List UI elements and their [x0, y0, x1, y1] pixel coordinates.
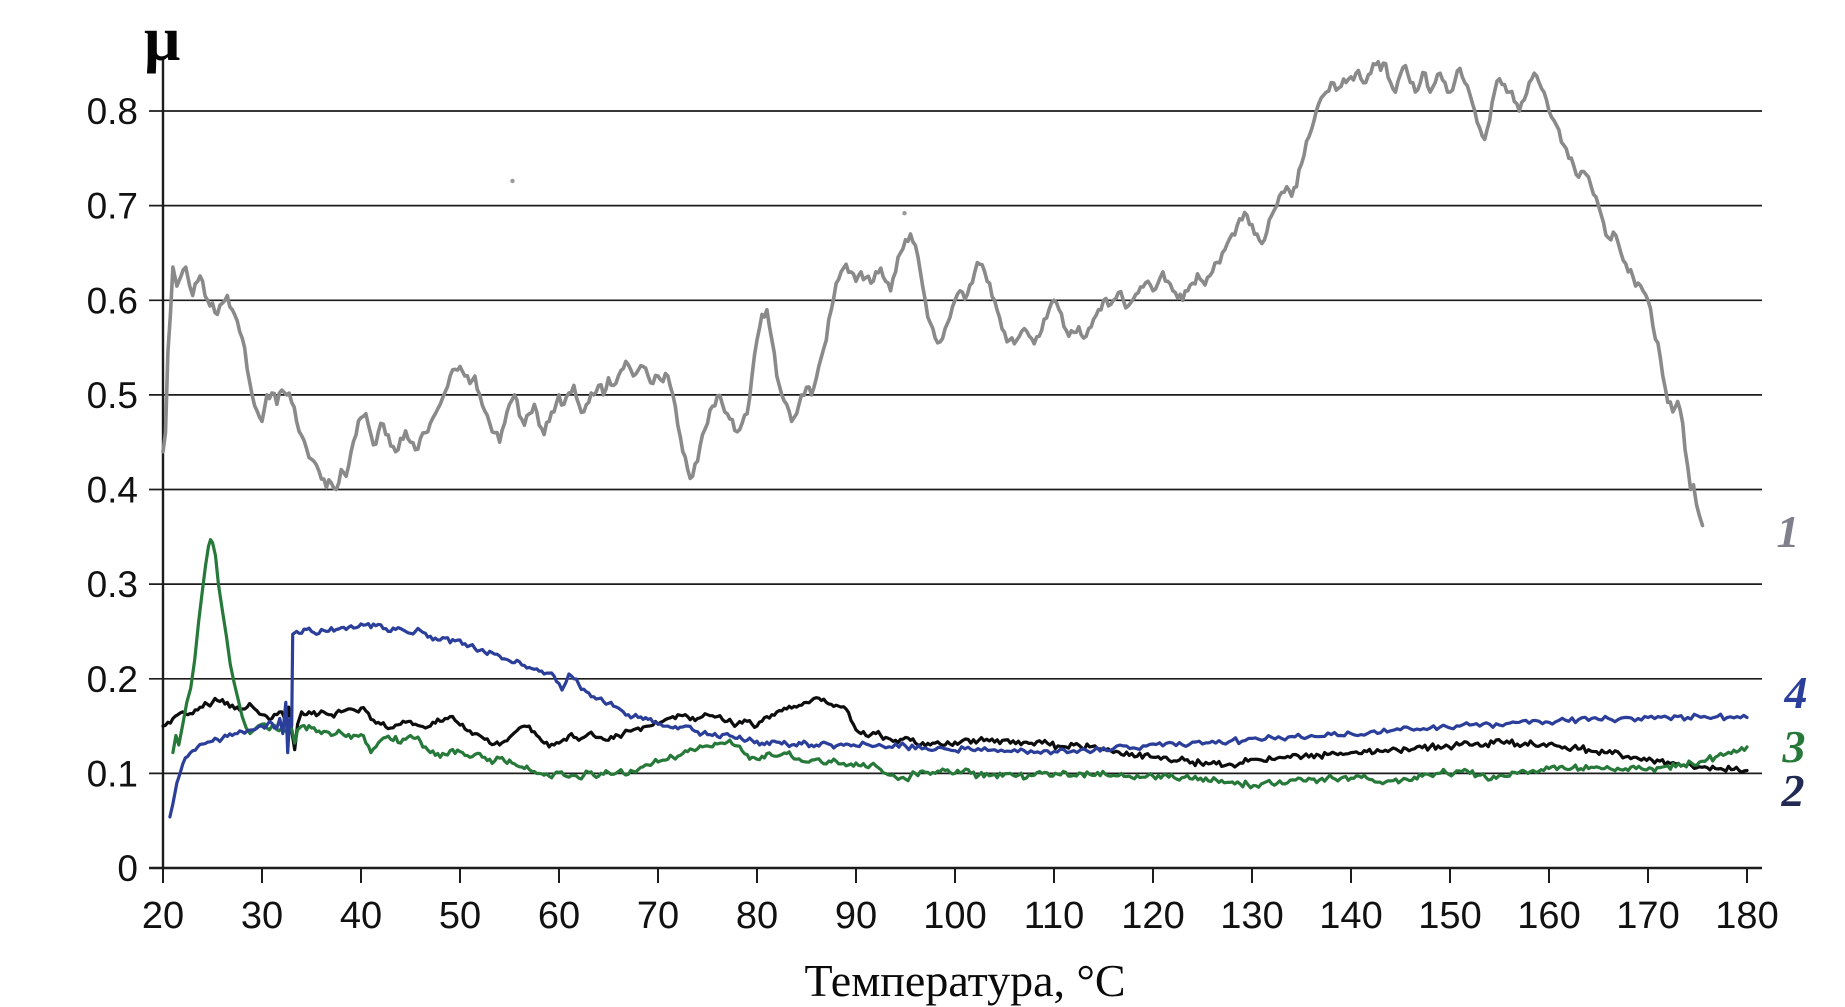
y-tick-label: 0 [117, 848, 138, 889]
y-tick-label: 0.5 [87, 375, 138, 416]
series-label-4: 4 [1784, 667, 1808, 718]
y-tick-label: 0.2 [87, 659, 138, 700]
series-line-4 [168, 622, 1749, 819]
x-axis-title: Температура, °C [804, 955, 1125, 1006]
x-tick-label: 180 [1715, 895, 1778, 937]
artifact-dots [510, 178, 907, 216]
x-tick-label: 140 [1319, 895, 1382, 937]
x-tick-label: 110 [1024, 895, 1085, 937]
series-line-3 [171, 538, 1749, 790]
y-tick-labels: 0 0.1 0.2 0.3 0.4 0.5 0.6 0.7 0.8 [87, 91, 138, 889]
x-tick-label: 100 [923, 895, 986, 937]
x-tick-label: 160 [1517, 895, 1580, 937]
y-tick-label: 0.4 [87, 470, 138, 511]
artifact-dot [510, 178, 515, 184]
y-tick-label: 0.7 [87, 186, 138, 227]
x-tick-label: 120 [1121, 895, 1184, 937]
series-label-1: 1 [1777, 506, 1800, 557]
x-tick-label: 40 [340, 895, 382, 937]
y-axis-symbol: μ [144, 3, 180, 74]
series-label-3: 3 [1782, 721, 1806, 772]
series-label-2: 2 [1781, 765, 1805, 816]
x-tick-label: 20 [142, 895, 184, 937]
y-tick-label: 0.8 [87, 91, 138, 132]
x-tick-label: 60 [538, 895, 580, 937]
x-tick-label: 170 [1616, 895, 1679, 937]
series-line-1 [161, 60, 1705, 528]
artifact-dot [902, 211, 907, 216]
x-tick-label: 70 [637, 895, 679, 937]
data-series [161, 60, 1749, 819]
x-tick-label: 90 [835, 895, 877, 937]
x-tick-label: 150 [1418, 895, 1481, 937]
x-tick-label: 80 [736, 895, 778, 937]
x-tick-label: 30 [241, 895, 283, 937]
x-tick-labels: 20 30 40 50 60 70 80 90 100 110 120 130 140 150 160 170… [142, 868, 1779, 937]
x-tick-label: 50 [439, 895, 481, 937]
y-tick-label: 0.1 [87, 753, 138, 794]
y-tick-label: 0.3 [87, 564, 138, 605]
y-tick-label: 0.6 [87, 280, 138, 321]
x-tick-label: 130 [1220, 895, 1283, 937]
series-line-2 [161, 696, 1749, 774]
